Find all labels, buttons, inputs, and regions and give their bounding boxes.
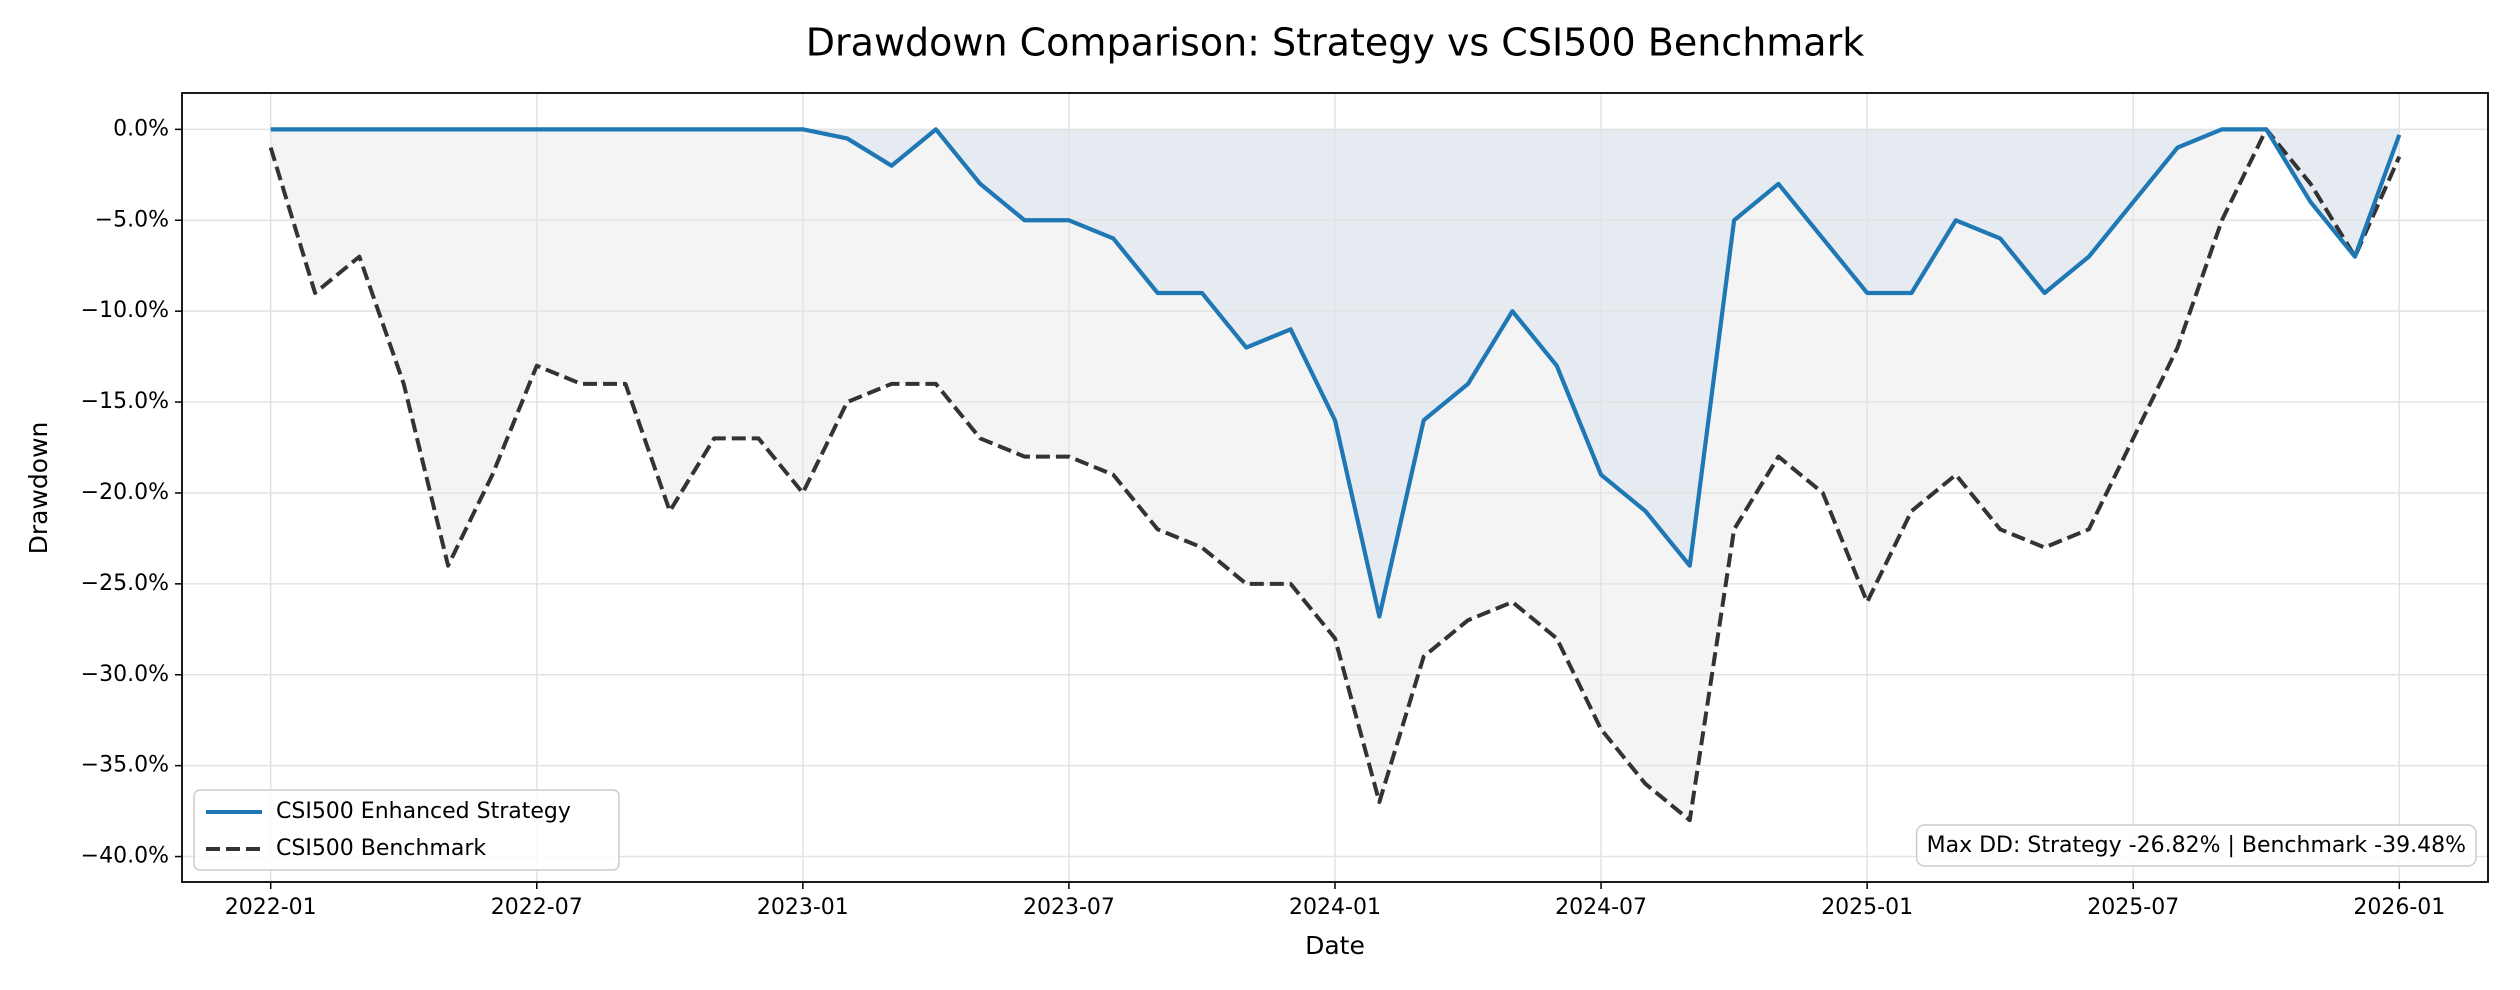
y-tick-label: −15.0% <box>81 389 169 414</box>
x-tick-label: 2025-07 <box>2087 895 2179 920</box>
annotation: Max DD: Strategy -26.82% | Benchmark -39… <box>1927 833 2466 858</box>
y-tick-label: −30.0% <box>81 662 169 687</box>
x-tick-label: 2022-07 <box>491 895 583 920</box>
x-tick-label: 2024-07 <box>1555 895 1647 920</box>
x-tick-label: 2025-01 <box>1821 895 1913 920</box>
chart-title: Drawdown Comparison: Strategy vs CSI500 … <box>806 21 1864 65</box>
series-line <box>270 127 2402 619</box>
x-tick-label: 2023-07 <box>1023 895 1115 920</box>
plot-frame <box>181 92 2489 883</box>
y-axis-label: Drawdown <box>24 422 53 555</box>
series-line <box>268 127 2402 823</box>
annotation-box <box>1915 824 2477 867</box>
y-tick-label: −40.0% <box>81 844 169 869</box>
y-tick-label: −35.0% <box>81 753 169 778</box>
legend-box <box>193 789 620 871</box>
x-tick-label: 2024-01 <box>1289 895 1381 920</box>
legend-label: CSI500 Enhanced Strategy <box>276 799 571 824</box>
y-tick-label: −20.0% <box>81 480 169 505</box>
y-tick-label: −25.0% <box>81 571 169 596</box>
x-axis-label: Date <box>1305 931 1365 960</box>
y-tick-label: −10.0% <box>81 298 169 323</box>
x-tick-label: 2023-01 <box>757 895 849 920</box>
x-tick-label: 2022-01 <box>225 895 317 920</box>
y-tick-label: −5.0% <box>95 207 169 232</box>
y-tick-label: 0.0% <box>113 116 169 141</box>
x-tick-label: 2026-01 <box>2353 895 2445 920</box>
legend-label: CSI500 Benchmark <box>276 836 486 861</box>
